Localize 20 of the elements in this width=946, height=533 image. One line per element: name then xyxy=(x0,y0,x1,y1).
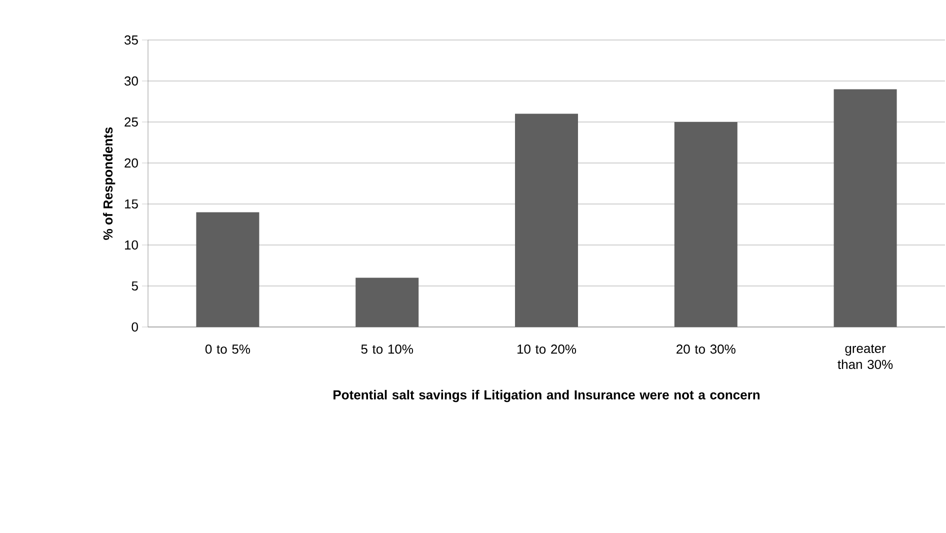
y-tick-label: 35 xyxy=(124,35,138,45)
bar xyxy=(515,114,578,327)
x-tick-label: 10 to 20% xyxy=(517,344,576,354)
bar xyxy=(834,89,897,327)
x-tick-label: 5 to 10% xyxy=(361,344,414,354)
y-axis-title: % of Respondents xyxy=(103,127,116,240)
x-tick-label: 0 to 5% xyxy=(205,344,250,354)
y-tick-label: 5 xyxy=(132,281,138,291)
bar xyxy=(196,212,260,327)
x-tick-label: 20 to 30% xyxy=(676,344,736,354)
bar xyxy=(674,122,738,327)
y-tick-label: 15 xyxy=(125,199,138,209)
x-tick-label: greater than 30% xyxy=(838,344,893,370)
x-axis-title: Potential salt savings if Litigation and Insurance were not a concern xyxy=(334,390,760,402)
y-tick-label: 10 xyxy=(125,240,138,250)
y-tick-label: 30 xyxy=(124,76,138,86)
y-tick-label: 20 xyxy=(124,158,138,168)
bar xyxy=(356,278,419,327)
y-tick-label: 25 xyxy=(124,117,138,127)
y-tick-label: 0 xyxy=(132,322,138,332)
